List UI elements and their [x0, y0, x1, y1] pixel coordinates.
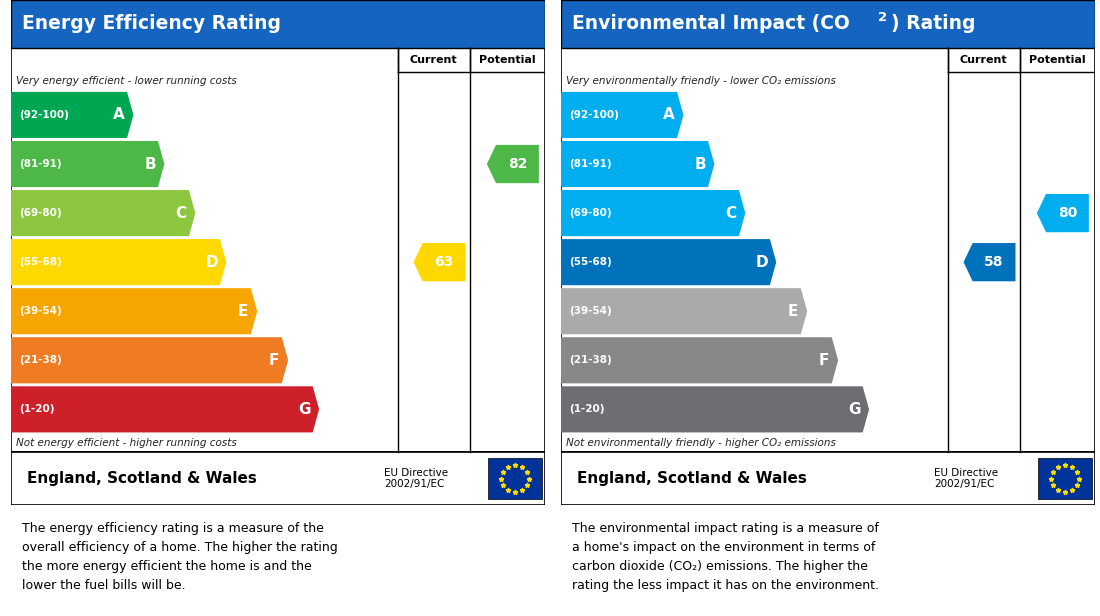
Text: England, Scotland & Wales: England, Scotland & Wales	[28, 471, 257, 486]
Text: Not environmentally friendly - higher CO₂ emissions: Not environmentally friendly - higher CO…	[566, 438, 836, 448]
Polygon shape	[561, 239, 777, 285]
Text: E: E	[238, 304, 248, 318]
Text: F: F	[268, 353, 279, 368]
Text: Potential: Potential	[478, 55, 536, 65]
Bar	[561, 0, 1094, 48]
Bar	[11, 48, 544, 452]
Text: 2: 2	[879, 11, 888, 24]
Polygon shape	[1037, 194, 1089, 232]
Text: G: G	[298, 402, 311, 417]
Text: England, Scotland & Wales: England, Scotland & Wales	[578, 471, 807, 486]
Bar	[561, 48, 1094, 452]
Text: The energy efficiency rating is a measure of the
overall efficiency of a home. T: The energy efficiency rating is a measur…	[22, 522, 338, 592]
Polygon shape	[561, 92, 683, 138]
Text: (81-91): (81-91)	[19, 159, 62, 169]
Text: 82: 82	[508, 157, 527, 171]
Polygon shape	[414, 243, 465, 282]
Text: (55-68): (55-68)	[19, 257, 62, 267]
Polygon shape	[11, 337, 288, 383]
Text: EU Directive
2002/91/EC: EU Directive 2002/91/EC	[385, 468, 449, 489]
Text: (69-80): (69-80)	[569, 208, 612, 218]
Text: (1-20): (1-20)	[19, 404, 55, 415]
Polygon shape	[11, 386, 319, 432]
Polygon shape	[11, 190, 196, 236]
Text: A: A	[113, 107, 125, 123]
Text: Environmental Impact (CO: Environmental Impact (CO	[572, 15, 849, 33]
Text: E: E	[788, 304, 798, 318]
Text: (1-20): (1-20)	[569, 404, 605, 415]
Text: 58: 58	[984, 255, 1004, 269]
Text: A: A	[663, 107, 675, 123]
Polygon shape	[11, 92, 133, 138]
Bar	[11, 0, 544, 48]
Text: (92-100): (92-100)	[19, 110, 69, 120]
Text: Energy Efficiency Rating: Energy Efficiency Rating	[22, 15, 280, 33]
Text: G: G	[848, 402, 861, 417]
Text: C: C	[725, 206, 737, 221]
Text: D: D	[756, 254, 768, 270]
Text: EU Directive
2002/91/EC: EU Directive 2002/91/EC	[935, 468, 999, 489]
Polygon shape	[561, 141, 714, 187]
Text: 63: 63	[434, 255, 453, 269]
Polygon shape	[561, 386, 869, 432]
Polygon shape	[964, 243, 1015, 282]
Text: Very environmentally friendly - lower CO₂ emissions: Very environmentally friendly - lower CO…	[566, 76, 836, 86]
Text: ) Rating: ) Rating	[891, 15, 976, 33]
FancyBboxPatch shape	[488, 458, 542, 500]
FancyBboxPatch shape	[1038, 458, 1092, 500]
Text: B: B	[144, 156, 156, 171]
Text: (21-38): (21-38)	[19, 355, 62, 365]
Text: (39-54): (39-54)	[569, 306, 612, 316]
Text: D: D	[206, 254, 218, 270]
Text: (92-100): (92-100)	[569, 110, 619, 120]
Text: (81-91): (81-91)	[569, 159, 612, 169]
Text: (39-54): (39-54)	[19, 306, 62, 316]
Text: 80: 80	[1058, 206, 1077, 220]
Text: Not energy efficient - higher running costs: Not energy efficient - higher running co…	[16, 438, 238, 448]
Bar	[561, 452, 1094, 505]
Text: C: C	[175, 206, 187, 221]
Text: (55-68): (55-68)	[569, 257, 612, 267]
Polygon shape	[561, 288, 807, 334]
Polygon shape	[561, 190, 746, 236]
Bar	[11, 452, 544, 505]
Text: Very energy efficient - lower running costs: Very energy efficient - lower running co…	[16, 76, 238, 86]
Text: Current: Current	[410, 55, 458, 65]
Text: (21-38): (21-38)	[569, 355, 612, 365]
Polygon shape	[11, 288, 257, 334]
Text: Current: Current	[960, 55, 1008, 65]
Text: The environmental impact rating is a measure of
a home's impact on the environme: The environmental impact rating is a mea…	[572, 522, 879, 592]
Text: F: F	[818, 353, 829, 368]
Polygon shape	[11, 239, 227, 285]
Polygon shape	[11, 141, 164, 187]
Text: B: B	[694, 156, 706, 171]
Polygon shape	[487, 145, 539, 183]
Text: (69-80): (69-80)	[19, 208, 62, 218]
Text: Potential: Potential	[1028, 55, 1086, 65]
Polygon shape	[561, 337, 838, 383]
